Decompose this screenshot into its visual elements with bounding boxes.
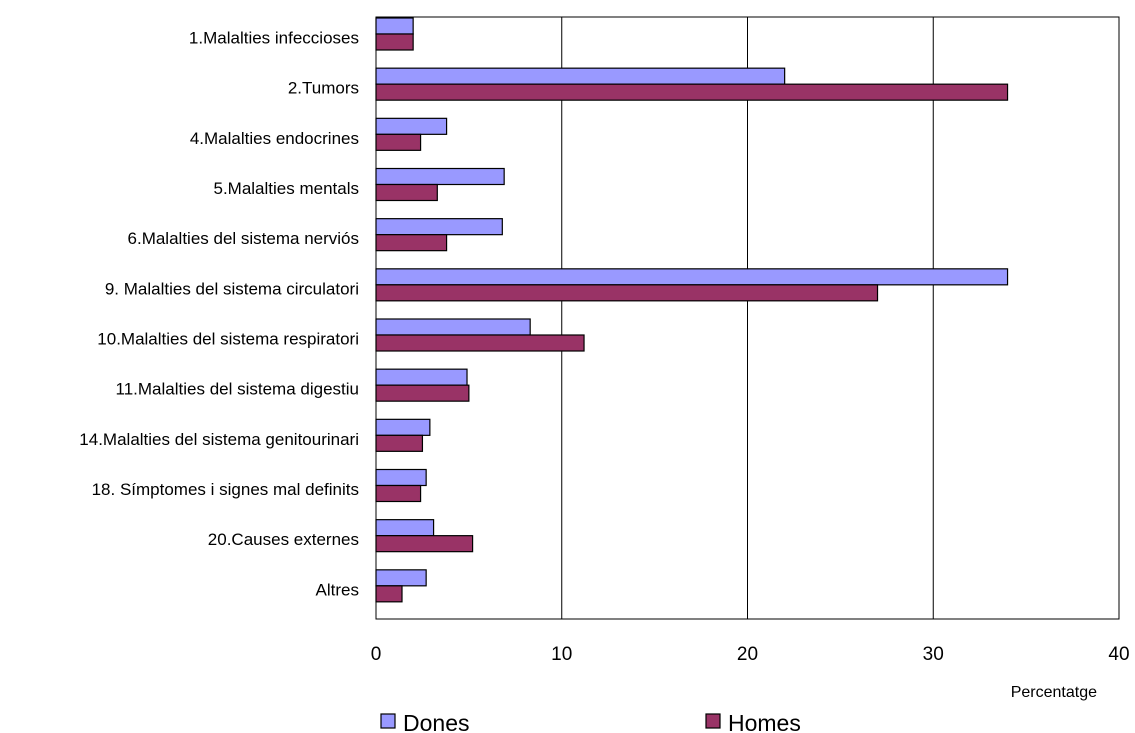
legend-label-dones: Dones	[403, 710, 469, 733]
bar-dones	[375, 268, 1009, 286]
bar-dones	[375, 67, 786, 85]
category-label: 6.Malalties del sistema nerviós	[128, 229, 359, 248]
bar-dones	[375, 17, 414, 35]
bar-homes	[375, 183, 438, 202]
bar-homes	[375, 434, 424, 452]
bar-homes	[375, 334, 585, 352]
category-labels: 1.Malalties infeccioses 2.Tumors 4.Malalti…	[79, 29, 359, 600]
category-label: Altres	[316, 580, 359, 599]
bar-homes	[375, 284, 879, 302]
bar-dones	[375, 218, 503, 236]
bar-dones	[375, 318, 531, 336]
x-tick-label: 20	[737, 644, 758, 665]
x-tick-label: 40	[1108, 644, 1129, 665]
category-label: 11.Malalties del sistema digestiu	[116, 380, 359, 399]
x-tick-label: 30	[923, 644, 944, 665]
bar-homes	[375, 585, 403, 603]
bar-homes	[375, 484, 422, 503]
category-label: 18. Símptomes i signes mal definits	[92, 480, 359, 499]
bar-homes	[375, 535, 474, 553]
bar-dones	[375, 468, 427, 487]
bar-homes	[375, 33, 414, 51]
legend-label-homes: Homes	[728, 710, 801, 733]
category-label: 20.Causes externes	[208, 530, 359, 549]
category-label: 9. Malalties del sistema circulatori	[105, 279, 359, 298]
bar-dones	[375, 519, 435, 537]
legend: Dones Homes	[380, 710, 801, 733]
bar-homes	[375, 384, 470, 402]
bar-dones	[375, 418, 431, 436]
bar-dones	[375, 117, 448, 135]
bars	[375, 17, 1009, 603]
category-label: 10.Malalties del sistema respiratori	[97, 330, 359, 349]
x-tick-label: 0	[371, 644, 382, 665]
legend-swatch-homes	[705, 713, 721, 729]
category-label: 14.Malalties del sistema genitourinari	[79, 430, 359, 449]
category-label: 5.Malalties mentals	[213, 179, 359, 198]
x-tick-label: 10	[551, 644, 572, 665]
x-axis-title: Percentatge	[1011, 684, 1097, 701]
category-label: 1.Malalties infeccioses	[189, 29, 359, 48]
bar-homes	[375, 133, 422, 151]
gridlines	[561, 17, 934, 619]
legend-swatch-dones	[380, 713, 396, 729]
category-label: 4.Malalties endocrines	[190, 129, 359, 148]
bar-dones	[375, 167, 505, 186]
bar-dones	[375, 569, 427, 587]
x-tick-labels: 0 10 20 30 40	[371, 644, 1130, 665]
bar-homes	[375, 234, 448, 252]
bar-homes	[375, 83, 1009, 101]
category-label: 2.Tumors	[288, 79, 359, 98]
bar-dones	[375, 368, 468, 386]
